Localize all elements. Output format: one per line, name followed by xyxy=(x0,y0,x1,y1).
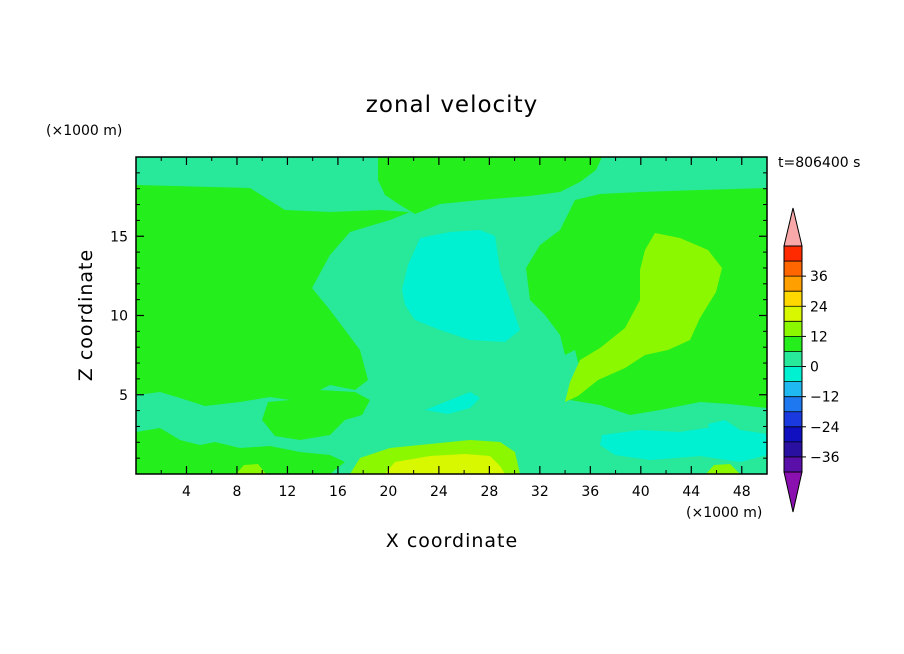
x-tick-label: 40 xyxy=(632,484,650,500)
colorbar-swatch xyxy=(784,381,802,397)
colorbar-swatch xyxy=(784,276,802,292)
x-tick-label: 8 xyxy=(232,484,241,500)
colorbar-swatch xyxy=(784,246,802,262)
time-label: t=806400 s xyxy=(778,155,860,171)
colorbar-tick-label: −24 xyxy=(810,420,840,436)
region-center-top xyxy=(378,157,602,214)
chart-title: zonal velocity xyxy=(366,92,538,118)
colorbar-swatch xyxy=(784,291,802,307)
contour-field xyxy=(136,157,767,474)
colorbar-swatch xyxy=(784,321,802,337)
x-tick-label: 48 xyxy=(733,484,751,500)
y-axis-label: Z coordinate xyxy=(75,249,97,381)
x-tick-label: 32 xyxy=(531,484,549,500)
colorbar-swatch xyxy=(784,441,802,457)
region-lower-left-mid xyxy=(262,390,370,440)
region-center-low xyxy=(425,392,480,414)
colorbar-tick-label: −36 xyxy=(810,450,840,466)
x-tick-label: 12 xyxy=(279,484,297,500)
colorbar-over-triangle xyxy=(783,207,803,247)
colorbar-frame xyxy=(783,245,803,473)
region-bottom-left-spot xyxy=(236,464,266,474)
colorbar-tick-label: 24 xyxy=(810,299,828,315)
colorbar-swatch xyxy=(784,426,802,442)
region-center xyxy=(402,230,520,342)
region-upper-left xyxy=(136,185,410,406)
region-right xyxy=(565,233,722,402)
colorbar-swatch xyxy=(784,306,802,322)
x-axis-label: X coordinate xyxy=(386,530,518,552)
y-unit-label: (×1000 m) xyxy=(46,123,122,139)
colorbar-swatch xyxy=(784,456,802,472)
x-tick-label: 16 xyxy=(329,484,347,500)
y-axis-ticks: 5 10 15 xyxy=(110,172,767,459)
y-tick-label: 15 xyxy=(110,229,128,245)
x-tick-label: 4 xyxy=(182,484,191,500)
colorbar-swatch xyxy=(784,336,802,352)
x-tick-label: 20 xyxy=(379,484,397,500)
x-tick-label: 36 xyxy=(581,484,599,500)
region-lower-right-small xyxy=(708,420,740,440)
x-unit-label: (×1000 m) xyxy=(686,505,762,521)
x-axis-ticks: 4 8 12 16 20 24 28 32 36 40 44 48 xyxy=(160,157,751,500)
colorbar-tick-label: 0 xyxy=(810,360,819,376)
colorbar-swatch xyxy=(784,261,802,277)
y-tick-label: 5 xyxy=(119,388,128,404)
colorbar-swatch xyxy=(784,396,802,412)
colorbar-tick-label: −12 xyxy=(810,390,840,406)
colorbar: 36 24 12 0 −12 −24 −36 xyxy=(783,207,840,513)
colorbar-swatch xyxy=(784,411,802,427)
region-left-strip xyxy=(136,428,345,474)
x-tick-label: 24 xyxy=(430,484,448,500)
colorbar-swatch xyxy=(784,366,802,382)
colorbar-tick-label: 36 xyxy=(810,269,828,285)
x-tick-label: 28 xyxy=(480,484,498,500)
colorbar-swatch xyxy=(784,351,802,367)
x-tick-label: 44 xyxy=(682,484,700,500)
region-bottom-center-core xyxy=(385,454,505,474)
region-bottom-right-spot xyxy=(706,464,740,474)
colorbar-tick-label: 12 xyxy=(810,329,828,345)
colorbar-under-triangle xyxy=(783,471,803,513)
y-tick-label: 10 xyxy=(110,309,128,325)
